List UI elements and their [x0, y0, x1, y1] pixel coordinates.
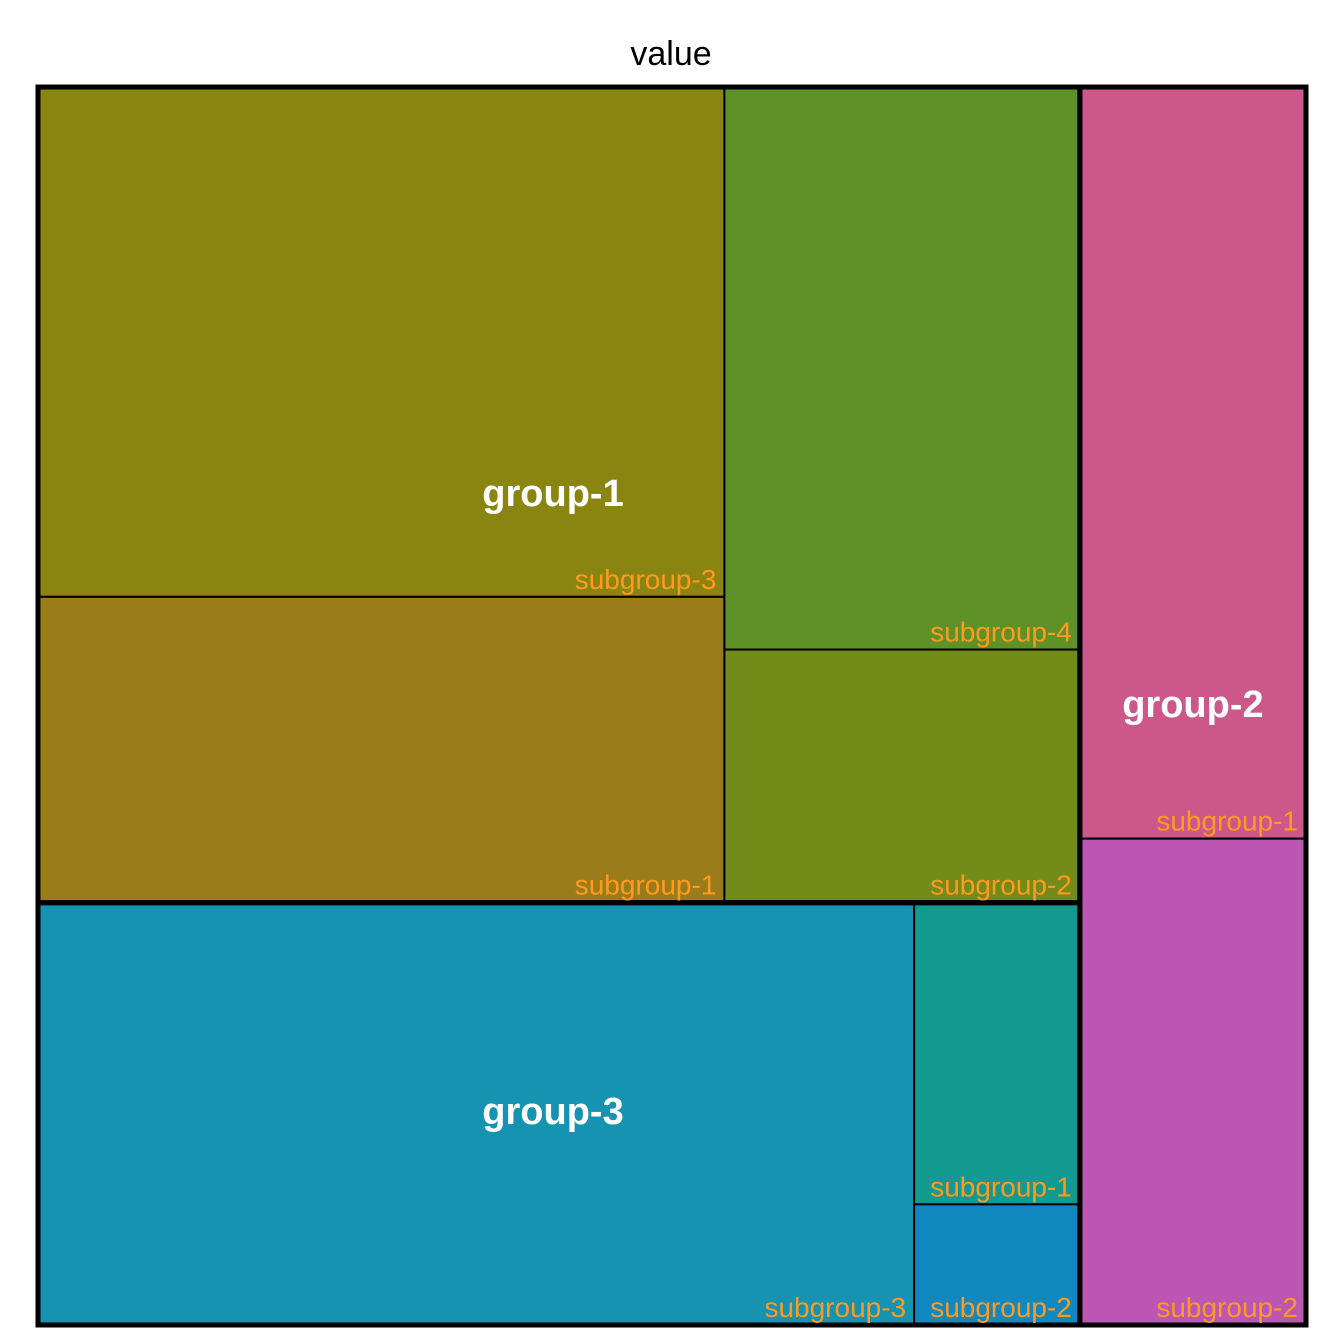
cell-group-2-subgroup-2: [1078, 837, 1307, 1327]
cell-group-3-subgroup-3: [37, 901, 916, 1327]
cell-group-1-subgroup-3: [37, 86, 726, 598]
label-group-2-subgroup-2: subgroup-2: [1156, 1292, 1298, 1323]
label-group-3: group-3: [482, 1091, 623, 1133]
label-group-1-subgroup-4: subgroup-4: [930, 617, 1072, 648]
chart-title: value: [630, 35, 711, 73]
border-group-2: [1077, 84, 1309, 1328]
label-group-2: group-2: [1122, 684, 1263, 726]
label-group-3-subgroup-3: subgroup-3: [764, 1292, 906, 1323]
treemap-cells: [37, 86, 1307, 1327]
label-group-3-subgroup-2: subgroup-2: [930, 1292, 1072, 1323]
label-group-1-subgroup-1: subgroup-1: [575, 870, 717, 901]
group-borders: [35, 84, 1309, 1328]
cell-group-2-subgroup-1: [1078, 86, 1307, 840]
treemap-labels: subgroup-3 subgroup-1 subgroup-4 subgroup-2…: [482, 473, 1298, 1323]
cell-group-1-subgroup-4: [723, 86, 1081, 651]
cell-group-1-subgroup-1: [37, 595, 726, 904]
label-group-1-subgroup-3: subgroup-3: [575, 564, 717, 595]
label-group-1: group-1: [482, 473, 623, 515]
label-group-3-subgroup-1: subgroup-1: [930, 1171, 1072, 1202]
cell-group-3-subgroup-2: [913, 1203, 1081, 1327]
label-group-2-subgroup-1: subgroup-1: [1156, 806, 1298, 837]
label-group-1-subgroup-2: subgroup-2: [930, 870, 1072, 901]
cell-group-1-subgroup-2: [723, 648, 1081, 904]
cell-group-3-subgroup-1: [913, 901, 1081, 1206]
